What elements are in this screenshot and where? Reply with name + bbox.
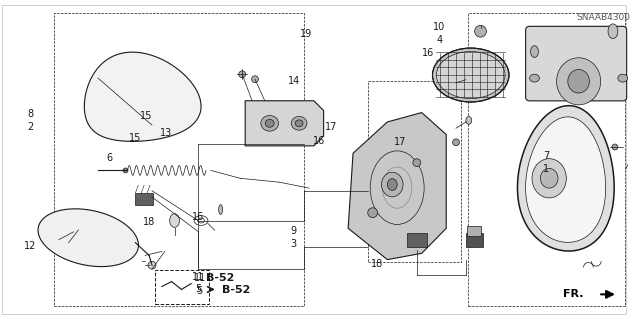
Text: 4: 4 [436, 35, 442, 45]
Text: 13: 13 [160, 128, 172, 138]
Text: 17: 17 [394, 137, 406, 147]
Text: B-52: B-52 [221, 286, 250, 295]
Text: 12: 12 [24, 241, 36, 250]
Ellipse shape [368, 208, 378, 218]
Ellipse shape [529, 74, 540, 82]
Bar [407, 234, 427, 247]
Polygon shape [348, 113, 446, 260]
Polygon shape [525, 117, 605, 242]
Text: 15: 15 [129, 133, 141, 143]
Ellipse shape [532, 159, 566, 198]
Bar [466, 234, 483, 247]
Bar [467, 226, 481, 236]
Text: B-52: B-52 [207, 273, 235, 283]
Bar [135, 193, 153, 205]
Text: 3: 3 [291, 239, 297, 249]
Text: 8: 8 [27, 109, 33, 119]
Ellipse shape [252, 76, 259, 83]
Ellipse shape [436, 51, 505, 99]
Text: 16: 16 [422, 48, 434, 57]
Text: 16: 16 [313, 136, 325, 146]
Ellipse shape [612, 144, 618, 150]
Text: 1: 1 [543, 164, 549, 174]
Text: FR.: FR. [563, 289, 584, 299]
Text: 10: 10 [433, 22, 445, 33]
Bar [54, 13, 304, 306]
Ellipse shape [381, 172, 403, 197]
Bar [155, 270, 209, 304]
FancyBboxPatch shape [525, 26, 627, 101]
Ellipse shape [531, 46, 538, 57]
Text: 5: 5 [195, 284, 201, 294]
Ellipse shape [295, 120, 303, 127]
Ellipse shape [291, 116, 307, 130]
Text: 6: 6 [107, 153, 113, 163]
Ellipse shape [557, 58, 601, 105]
Ellipse shape [123, 168, 128, 173]
Text: 18: 18 [371, 259, 383, 269]
Ellipse shape [608, 24, 618, 39]
Text: 19: 19 [300, 29, 312, 39]
Ellipse shape [618, 74, 628, 82]
Text: 11: 11 [193, 273, 205, 283]
Ellipse shape [433, 48, 509, 102]
Ellipse shape [568, 70, 589, 93]
Polygon shape [245, 101, 324, 146]
Text: 5: 5 [196, 286, 203, 296]
Text: 16: 16 [191, 212, 204, 222]
Ellipse shape [261, 115, 278, 131]
Text: 7: 7 [543, 152, 549, 161]
Text: 17: 17 [325, 122, 337, 132]
Text: 14: 14 [287, 76, 300, 86]
Ellipse shape [148, 261, 156, 269]
Ellipse shape [452, 139, 460, 146]
Ellipse shape [239, 71, 246, 78]
Ellipse shape [413, 159, 420, 167]
Polygon shape [38, 209, 138, 267]
Ellipse shape [466, 116, 472, 124]
Text: 2: 2 [27, 122, 33, 132]
Text: 18: 18 [143, 217, 156, 227]
Text: 11: 11 [192, 272, 204, 282]
Text: 9: 9 [291, 226, 297, 236]
Circle shape [475, 25, 486, 37]
Bar [468, 13, 625, 306]
Ellipse shape [387, 179, 397, 190]
Text: 15: 15 [140, 111, 152, 121]
Text: SNAAB4300: SNAAB4300 [577, 13, 630, 22]
Ellipse shape [170, 214, 179, 227]
Polygon shape [518, 106, 614, 251]
Polygon shape [84, 52, 201, 141]
Ellipse shape [540, 168, 558, 188]
Ellipse shape [265, 119, 274, 127]
Ellipse shape [219, 205, 223, 214]
Bar [368, 81, 461, 262]
